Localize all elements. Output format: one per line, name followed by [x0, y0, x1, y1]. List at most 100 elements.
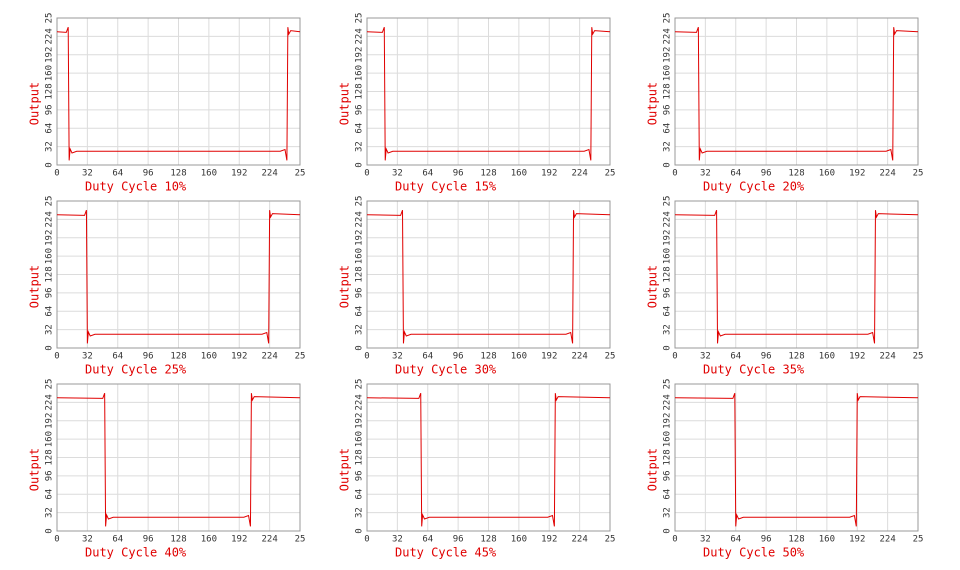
y-tick-label: 192	[355, 413, 365, 429]
x-tick-label: 128	[170, 352, 186, 362]
y-axis-label: Output	[646, 448, 660, 491]
x-tick-label: 64	[112, 169, 123, 179]
x-tick-label: 224	[261, 535, 277, 545]
y-tick-label: 64	[663, 489, 673, 500]
x-tick-label: 224	[571, 352, 587, 362]
y-tick-label: 0	[45, 528, 55, 533]
y-tick-label: 25	[45, 13, 55, 24]
x-tick-label: 25	[913, 535, 924, 545]
x-axis-label: Duty Cycle 30%	[395, 363, 497, 377]
chart-panel: 0 32 64 96 128 160 192 224 25 0 32 64 96 128 160 192 224…	[28, 379, 306, 560]
y-tick-label: 224	[663, 211, 673, 227]
x-tick-label: 224	[571, 535, 587, 545]
x-tick-label: 96	[453, 169, 464, 179]
x-tick-label: 64	[730, 352, 741, 362]
x-tick-label: 96	[453, 535, 464, 545]
y-tick-label: 128	[45, 449, 55, 465]
y-tick-label: 96	[663, 287, 673, 298]
y-tick-label: 0	[663, 162, 673, 167]
x-axis-label: Duty Cycle 15%	[395, 180, 497, 194]
x-tick-label: 96	[143, 535, 154, 545]
x-tick-label: 64	[730, 535, 741, 545]
x-axis-label: Duty Cycle 10%	[85, 180, 187, 194]
x-tick-label: 96	[143, 169, 154, 179]
y-tick-label: 96	[45, 104, 55, 115]
x-tick-label: 0	[364, 352, 369, 362]
x-tick-label: 32	[392, 535, 403, 545]
x-tick-label: 32	[700, 535, 711, 545]
y-tick-label: 25	[663, 196, 673, 207]
x-axis-label: Duty Cycle 35%	[703, 363, 805, 377]
chart-panel: 0 32 64 96 128 160 192 224 25 0 32 64 96 128 160 192 224…	[338, 379, 616, 560]
y-tick-label: 224	[45, 28, 55, 44]
x-tick-label: 128	[480, 169, 496, 179]
y-tick-label: 160	[355, 431, 365, 447]
x-tick-label: 192	[541, 352, 557, 362]
chart-panel: 0 32 64 96 128 160 192 224 25 0 32 64 96 128 160 192 224…	[338, 196, 616, 377]
y-tick-label: 0	[663, 528, 673, 533]
x-tick-label: 25	[295, 352, 306, 362]
x-tick-label: 25	[295, 535, 306, 545]
y-tick-label: 32	[355, 141, 365, 152]
y-tick-label: 192	[355, 47, 365, 63]
y-tick-label: 224	[355, 211, 365, 227]
x-tick-label: 192	[231, 169, 247, 179]
y-tick-label: 25	[663, 13, 673, 24]
y-tick-label: 96	[355, 470, 365, 481]
x-tick-label: 0	[672, 169, 677, 179]
x-tick-label: 160	[511, 352, 527, 362]
x-tick-label: 192	[849, 169, 865, 179]
x-axis-label: Duty Cycle 45%	[395, 546, 497, 560]
y-axis-label: Output	[338, 265, 352, 308]
x-tick-label: 96	[761, 535, 772, 545]
x-tick-label: 96	[453, 352, 464, 362]
y-tick-label: 192	[45, 230, 55, 246]
x-tick-label: 25	[605, 169, 616, 179]
y-tick-label: 0	[45, 162, 55, 167]
plot-frame	[674, 200, 919, 349]
data-line	[674, 393, 919, 527]
x-tick-label: 224	[571, 169, 587, 179]
plot-frame	[56, 200, 301, 349]
y-tick-label: 160	[663, 248, 673, 264]
x-tick-label: 25	[295, 169, 306, 179]
x-axis-label: Duty Cycle 20%	[703, 180, 805, 194]
x-tick-label: 192	[849, 535, 865, 545]
x-tick-label: 32	[392, 169, 403, 179]
plot-frame	[366, 383, 611, 532]
x-tick-label: 64	[730, 169, 741, 179]
x-tick-label: 25	[913, 169, 924, 179]
y-tick-label: 64	[45, 489, 55, 500]
x-tick-label: 0	[54, 535, 59, 545]
y-tick-label: 128	[355, 83, 365, 99]
x-tick-label: 25	[605, 535, 616, 545]
x-tick-label: 160	[201, 169, 217, 179]
y-tick-label: 128	[45, 266, 55, 282]
y-tick-label: 128	[663, 266, 673, 282]
y-tick-label: 160	[355, 248, 365, 264]
plot-frame	[674, 17, 919, 166]
y-tick-label: 64	[355, 306, 365, 317]
y-tick-label: 192	[355, 230, 365, 246]
y-tick-label: 25	[663, 379, 673, 390]
x-axis-label: Duty Cycle 40%	[85, 546, 187, 560]
x-axis-label: Duty Cycle 50%	[703, 546, 805, 560]
y-tick-label: 64	[355, 489, 365, 500]
y-tick-label: 160	[45, 65, 55, 81]
x-tick-label: 32	[82, 535, 93, 545]
y-axis-label: Output	[646, 82, 660, 125]
y-tick-label: 32	[45, 141, 55, 152]
data-line	[56, 27, 301, 161]
x-tick-label: 160	[201, 352, 217, 362]
y-tick-label: 128	[663, 449, 673, 465]
x-tick-label: 224	[879, 535, 895, 545]
x-tick-label: 64	[112, 535, 123, 545]
data-line	[674, 210, 919, 344]
chart-panel: 0 32 64 96 128 160 192 224 25 0 32 64 96 128 160 192 224…	[28, 196, 306, 377]
y-axis-label: Output	[28, 448, 42, 491]
x-tick-label: 0	[364, 535, 369, 545]
y-tick-label: 25	[355, 13, 365, 24]
x-tick-label: 160	[819, 352, 835, 362]
x-tick-label: 160	[819, 169, 835, 179]
